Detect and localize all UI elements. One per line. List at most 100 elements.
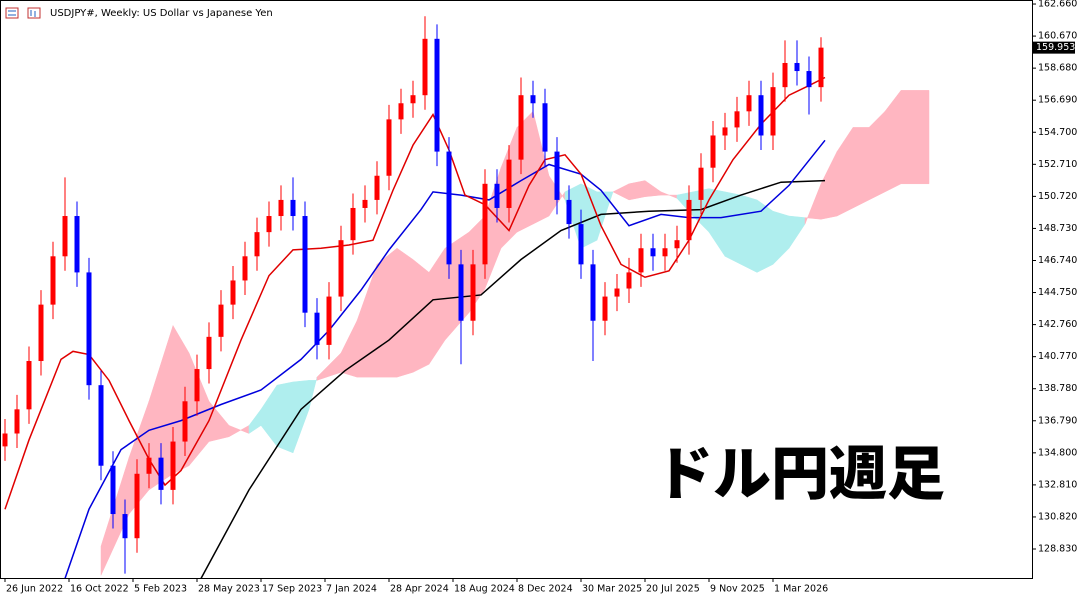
y-tick-label: 154.700 — [1038, 127, 1077, 138]
candle-body — [398, 103, 404, 120]
candle-body — [638, 248, 644, 273]
candle-body — [710, 135, 716, 168]
candle-body — [782, 62, 788, 88]
cloud-segment — [628, 180, 646, 201]
plot-area — [2, 16, 930, 579]
candle-body — [62, 216, 68, 257]
annotation: ドル円週足 — [655, 427, 945, 511]
y-tick-label: 144.750 — [1038, 287, 1077, 298]
last-price-label: 159.953 — [1036, 42, 1075, 53]
chart-title: USDJPY#, Weekly: US Dollar vs Japanese Y… — [50, 8, 273, 19]
candle-body — [626, 272, 632, 289]
candle-body — [662, 248, 668, 257]
candle-body — [350, 207, 356, 241]
candle-body — [602, 296, 608, 321]
candle-body — [314, 312, 320, 345]
y-tick-label: 152.710 — [1038, 159, 1077, 170]
moving-average-line — [4, 76, 826, 510]
y-tick-label: 160.670 — [1038, 31, 1077, 42]
candle-body — [290, 199, 296, 217]
candle-body — [494, 183, 500, 208]
cloud-segment — [376, 247, 398, 378]
candle-body — [482, 183, 488, 265]
y-tick-label: 158.680 — [1038, 63, 1077, 74]
candle-body — [74, 216, 80, 273]
last-price-box — [1033, 41, 1075, 54]
candle-body — [422, 38, 428, 96]
y-tick-label: 162.660 — [1038, 0, 1077, 10]
y-tick-label: 138.780 — [1038, 383, 1077, 394]
candle-body — [110, 465, 116, 515]
candle-body — [374, 175, 380, 200]
candle-body — [794, 62, 800, 72]
candle-body — [170, 441, 176, 490]
candle-body — [614, 288, 620, 297]
candle-body — [14, 409, 20, 434]
candle-body — [26, 361, 32, 410]
y-tick-label: 156.690 — [1038, 95, 1077, 106]
candle-body — [98, 385, 104, 466]
candle-body — [230, 280, 236, 305]
x-tick-label: 7 Jan 2024 — [326, 584, 377, 595]
cloud-segment — [740, 194, 758, 273]
header-icons — [5, 7, 41, 19]
candle-body — [242, 256, 248, 281]
candle-body — [194, 369, 200, 402]
candle-body — [458, 264, 464, 321]
y-tick-label: 134.800 — [1038, 447, 1077, 458]
y-tick-label: 132.810 — [1038, 479, 1077, 490]
cloud-segment — [916, 90, 930, 185]
candle-body — [122, 514, 128, 539]
candle-body — [758, 95, 764, 136]
y-tick-label: 142.760 — [1038, 319, 1077, 330]
candle-body — [338, 240, 344, 297]
y-tick-label: 136.790 — [1038, 415, 1077, 426]
icon-chart[interactable] — [27, 7, 41, 19]
y-tick-label: 128.830 — [1038, 544, 1077, 555]
candle-body — [806, 71, 812, 88]
candle-body — [302, 216, 308, 313]
x-tick-label: 26 Jun 2022 — [6, 584, 63, 595]
candle-body — [818, 47, 824, 88]
cloud-segment — [396, 247, 414, 378]
candle-body — [506, 159, 512, 208]
candle-body — [134, 473, 140, 539]
icon-menu[interactable] — [5, 7, 19, 19]
candle-body — [362, 199, 368, 208]
candle-body — [746, 95, 752, 112]
x-tick-label: 20 Jul 2025 — [646, 584, 700, 595]
candle-body — [446, 151, 452, 265]
candle-body — [266, 216, 272, 233]
x-tick-label: 28 Apr 2024 — [390, 584, 449, 595]
candle-body — [722, 127, 728, 136]
candle-body — [650, 248, 656, 257]
candle-body — [50, 256, 56, 305]
y-tick-label: 148.730 — [1038, 223, 1077, 234]
candle-body — [734, 111, 740, 128]
candle-body — [38, 304, 44, 362]
candle-body — [530, 95, 536, 104]
x-tick-label: 9 Nov 2025 — [710, 584, 765, 595]
candle-body — [278, 199, 284, 217]
candle-body — [254, 232, 260, 257]
candle-body — [410, 95, 416, 104]
candle-body — [206, 336, 212, 370]
candle-body — [434, 38, 440, 152]
candle-body — [674, 240, 680, 249]
x-tick-label: 1 Mar 2026 — [774, 584, 828, 595]
x-tick-label: 8 Dec 2024 — [518, 584, 573, 595]
moving-average-line — [200, 179, 826, 579]
candle-body — [326, 296, 332, 345]
candle-body — [686, 199, 692, 241]
candle-body — [770, 87, 776, 136]
candle-body — [386, 119, 392, 176]
candle-body — [578, 224, 584, 265]
y-tick-label: 150.720 — [1038, 191, 1077, 202]
x-tick-label: 28 May 2023 — [198, 584, 260, 595]
y-tick-label: 130.820 — [1038, 511, 1077, 522]
candle-body — [518, 95, 524, 160]
candle-body — [146, 457, 152, 474]
x-tick-label: 5 Feb 2023 — [134, 584, 187, 595]
